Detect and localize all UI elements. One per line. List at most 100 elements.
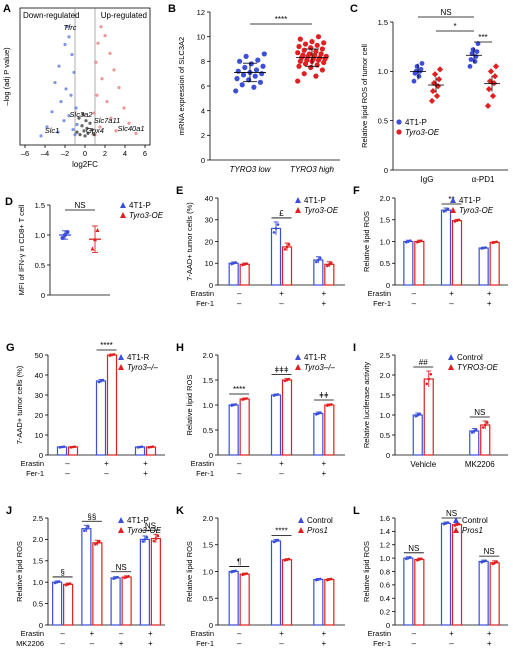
panel-F-point bbox=[482, 246, 485, 250]
panel-F-point bbox=[455, 219, 459, 222]
panel-A-point bbox=[127, 121, 131, 125]
panel-E-point bbox=[319, 256, 322, 260]
panel-H-row-value: – bbox=[237, 459, 242, 468]
panel-K-bar bbox=[228, 570, 239, 626]
panel-B-y-tick-label: 10 bbox=[197, 32, 205, 41]
panel-E-bar bbox=[313, 259, 324, 286]
panel-F-y-tick-label: 2.0 bbox=[380, 194, 390, 203]
panel-H-row-value: + bbox=[279, 459, 284, 468]
panel-D-y-label: MFI of IFN-γ in CD8+ T cell bbox=[17, 204, 26, 295]
panel-L-point bbox=[493, 561, 496, 565]
panel-L-legend-marker bbox=[453, 527, 459, 533]
panel-G-point bbox=[73, 445, 77, 448]
panel-K-point bbox=[241, 573, 244, 577]
panel-B-point bbox=[309, 39, 315, 45]
panel-K-point bbox=[285, 558, 289, 562]
panel-F-row-value: + bbox=[449, 289, 454, 298]
panel-H-y-tick-label: 1.5 bbox=[203, 376, 213, 385]
panel-F-point bbox=[446, 207, 450, 211]
panel-D-legend-label: 4T1-P bbox=[129, 201, 151, 210]
panel-H-bar bbox=[239, 398, 250, 456]
panel-I-y-tick-label: 1.0 bbox=[380, 411, 390, 420]
panel-A-x-tick-label: –6 bbox=[21, 149, 29, 158]
panel-F-row-label: Erastin bbox=[368, 289, 391, 298]
panel-D-letter: D bbox=[5, 196, 13, 208]
panel-H-point bbox=[243, 397, 246, 401]
panel-H-legend-marker bbox=[295, 354, 301, 360]
panel-A-gene-label: Slc7a11 bbox=[94, 116, 121, 125]
panel-C-y-tick-label: 1.5 bbox=[378, 18, 388, 27]
panel-L-point bbox=[482, 560, 485, 563]
panel-L-bar bbox=[440, 522, 452, 626]
panel-K-point bbox=[232, 570, 235, 573]
panel-B-y-tick-label: 8 bbox=[201, 57, 205, 66]
panel-B-category-label: TYRO3 low bbox=[230, 165, 272, 174]
panel-A-up-label: Up-regulated bbox=[101, 11, 147, 20]
panel-K-bar bbox=[281, 559, 293, 626]
panel-J-point bbox=[141, 540, 145, 543]
panel-G-bar bbox=[95, 380, 107, 456]
panel-K-y-tick-label: 1.5 bbox=[203, 541, 213, 550]
panel-C-point bbox=[484, 102, 492, 109]
panel-E-y-tick-label: 30 bbox=[205, 216, 213, 225]
panel-L-row-value: + bbox=[487, 629, 492, 638]
panel-B-point bbox=[261, 51, 267, 57]
panel-J-point bbox=[96, 541, 99, 545]
panel-G-legend-label: Tyro3–/– bbox=[127, 363, 159, 372]
panel-H-row-value: + bbox=[321, 469, 326, 478]
panel-A-point bbox=[92, 111, 96, 115]
panel-H-point bbox=[274, 393, 278, 397]
panel-F-point bbox=[457, 218, 461, 222]
panel-A-point bbox=[114, 129, 118, 133]
panel-H-point bbox=[317, 412, 320, 415]
panel-A-point bbox=[39, 134, 43, 138]
panel-F-point bbox=[420, 239, 423, 243]
panel-C-point bbox=[429, 87, 437, 95]
panel-F-point bbox=[407, 240, 410, 243]
panel-G-y-tick-label: 40 bbox=[35, 371, 43, 380]
panel-A-point bbox=[122, 106, 126, 110]
panel-C-point bbox=[419, 61, 425, 66]
panel-I-point bbox=[425, 382, 429, 386]
panel-D-y-tick-label: 1.5 bbox=[35, 201, 45, 210]
panel-B-y-tick-label: 0 bbox=[201, 156, 205, 165]
panel-C-point bbox=[489, 92, 497, 100]
panel-K-point bbox=[274, 539, 278, 543]
panel-I-significance-label: NS bbox=[474, 408, 485, 417]
panel-A-point bbox=[50, 110, 54, 114]
panel-J-significance-label: NS bbox=[145, 521, 156, 530]
panel-H-point bbox=[285, 378, 289, 382]
panel-G-point bbox=[138, 445, 142, 449]
panel-B-point bbox=[243, 53, 249, 60]
panel-K-y-label: Relative lipid ROS bbox=[185, 541, 194, 602]
panel-F-point bbox=[444, 208, 448, 212]
panel-H-point bbox=[232, 403, 235, 407]
panel-B-point bbox=[296, 43, 302, 50]
panel-J-point bbox=[57, 580, 61, 583]
panel-J-point bbox=[116, 575, 119, 579]
panel-C-point bbox=[467, 64, 473, 69]
panel-E-y-tick-label: 0 bbox=[209, 281, 213, 290]
panel-G-y-tick-label: 30 bbox=[35, 391, 43, 400]
panel-K-y-tick-label: 1.0 bbox=[203, 567, 213, 576]
panel-I-legend-label: Control bbox=[457, 353, 483, 362]
panel-E-row-label: Fer-1 bbox=[196, 299, 214, 308]
panel-I-legend-marker bbox=[448, 354, 454, 360]
panel-C-point bbox=[468, 57, 474, 62]
panel-C-point bbox=[431, 71, 439, 78]
panel-K-row-value: – bbox=[237, 629, 242, 638]
panel-G-point bbox=[62, 445, 66, 448]
panel-G-point bbox=[108, 354, 112, 357]
panel-B-point bbox=[308, 64, 314, 71]
panel-F-point bbox=[442, 210, 446, 213]
panel-I-bar bbox=[480, 424, 491, 456]
panel-A-point bbox=[56, 130, 60, 134]
panel-H-point bbox=[326, 404, 329, 407]
panel-H-point bbox=[283, 379, 287, 383]
panel-J-point bbox=[83, 529, 86, 533]
panel-L-point bbox=[418, 558, 421, 561]
panel-L-point bbox=[484, 559, 487, 562]
panel-L-row-value: – bbox=[449, 639, 454, 648]
panel-D-point bbox=[65, 230, 70, 235]
panel-H-row-value: – bbox=[237, 469, 242, 478]
